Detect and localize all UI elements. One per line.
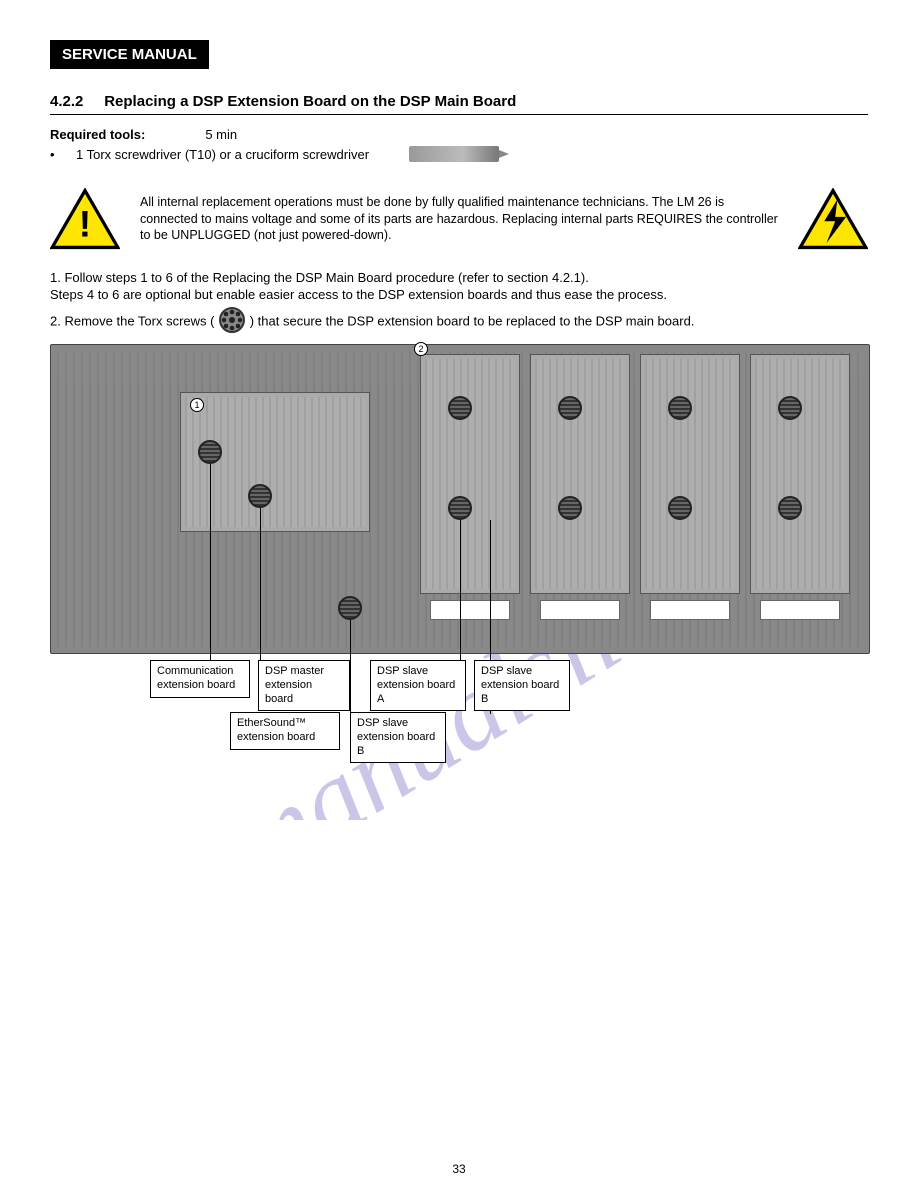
lead-line xyxy=(460,520,461,662)
label-text: extension board xyxy=(237,731,333,745)
header-bar: SERVICE MANUAL xyxy=(50,40,209,69)
callout-1: 1 xyxy=(190,398,204,412)
step-2-pre: 2. Remove the Torx screws ( xyxy=(50,313,214,328)
tools-block: Required tools: 5 min • 1 Torx screwdriv… xyxy=(50,127,868,162)
step-1-note: Steps 4 to 6 are optional but enable eas… xyxy=(50,287,868,302)
slot-1 xyxy=(540,600,620,620)
label-text: B xyxy=(481,693,563,707)
screw xyxy=(448,496,472,520)
screw xyxy=(558,396,582,420)
section-title: Replacing a DSP Extension Board on the D… xyxy=(104,93,516,110)
dsp-slot-1 xyxy=(530,354,630,594)
label-text: DSP slave xyxy=(481,665,563,679)
header-title: SERVICE MANUAL xyxy=(62,46,197,63)
screwdriver-icon xyxy=(409,146,499,162)
separator-line xyxy=(50,114,868,115)
section-title-row: 4.2.2 Replacing a DSP Extension Board on… xyxy=(50,93,868,110)
label-text: DSP slave xyxy=(357,717,439,731)
dsp-slot-2 xyxy=(640,354,740,594)
label-text: B xyxy=(357,745,439,759)
lead-line xyxy=(350,620,351,714)
board-diagram: 1 2 Communication extension board DSP ma… xyxy=(50,344,870,654)
label-text: A xyxy=(377,693,459,707)
label-text: extension board xyxy=(481,679,563,693)
screw xyxy=(668,396,692,420)
step-2-post: ) that secure the DSP extension board to… xyxy=(250,313,695,328)
slot-3 xyxy=(760,600,840,620)
label-text: extension board xyxy=(377,679,459,693)
screw xyxy=(448,396,472,420)
label-comm: Communication extension board xyxy=(150,660,250,698)
svg-text:!: ! xyxy=(79,203,91,245)
step-1: 1. Follow steps 1 to 6 of the Replacing … xyxy=(50,270,868,285)
page-number: 33 xyxy=(452,1162,465,1176)
warning-text: All internal replacement operations must… xyxy=(140,194,778,245)
dsp-slot-3 xyxy=(750,354,850,594)
screw xyxy=(558,496,582,520)
tools-label: Required tools: xyxy=(50,127,145,142)
lead-line xyxy=(210,464,211,662)
slot-0 xyxy=(430,600,510,620)
screw xyxy=(198,440,222,464)
callout-2: 2 xyxy=(414,342,428,356)
label-es: EtherSound™ extension board xyxy=(230,712,340,750)
step-2: 2. Remove the Torx screws ( ) that secur… xyxy=(50,310,868,334)
label-text: Communication xyxy=(157,665,243,679)
lead-line xyxy=(260,508,261,662)
label-slave-b: DSP slave extension board B xyxy=(350,712,446,763)
label-text: DSP master xyxy=(265,665,343,679)
torx-icon xyxy=(218,306,246,334)
label-slave-b-2: DSP slave extension board B xyxy=(474,660,570,711)
screw xyxy=(248,484,272,508)
label-slave-a: DSP slave extension board A xyxy=(370,660,466,711)
label-text: extension board xyxy=(265,679,343,707)
tools-time: 5 min xyxy=(205,127,237,142)
callout-1-label: 1 xyxy=(194,400,199,410)
screw xyxy=(668,496,692,520)
label-text: DSP slave xyxy=(377,665,459,679)
slot-2 xyxy=(650,600,730,620)
screw xyxy=(778,396,802,420)
label-master: DSP master extension board xyxy=(258,660,350,711)
tools-item: 1 Torx screwdriver (T10) or a cruciform … xyxy=(76,147,369,162)
screw xyxy=(778,496,802,520)
label-text: extension board xyxy=(357,731,439,745)
caution-icon: ! xyxy=(50,188,120,250)
dsp-slot-0 xyxy=(420,354,520,594)
label-text: extension board xyxy=(157,679,243,693)
section-number: 4.2.2 xyxy=(50,93,83,110)
label-text: EtherSound™ xyxy=(237,717,333,731)
warning-row: ! All internal replacement operations mu… xyxy=(50,188,868,250)
callout-2-label: 2 xyxy=(418,344,423,354)
screw xyxy=(338,596,362,620)
voltage-icon xyxy=(798,188,868,250)
